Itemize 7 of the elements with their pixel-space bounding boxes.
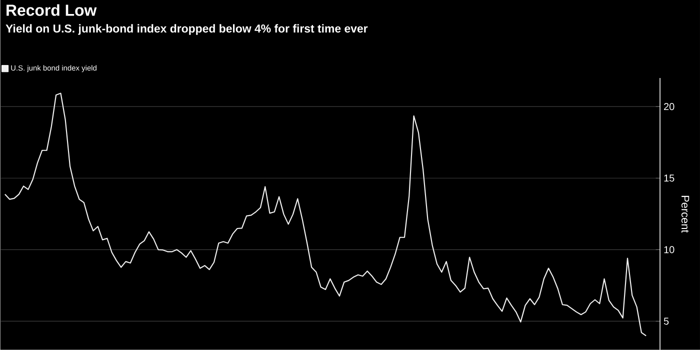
y-tick-label: 15 — [664, 174, 674, 182]
y-tick-label: 5 — [664, 318, 669, 325]
chart-title: Record Low — [6, 4, 97, 16]
y-tick-label: 10 — [664, 246, 674, 254]
y-axis-title: Percent — [681, 196, 690, 233]
y-tick-label: 20 — [664, 102, 674, 110]
chart-subtitle: Yield on U.S. junk-bond index dropped below 4% for first time ever — [6, 24, 368, 35]
